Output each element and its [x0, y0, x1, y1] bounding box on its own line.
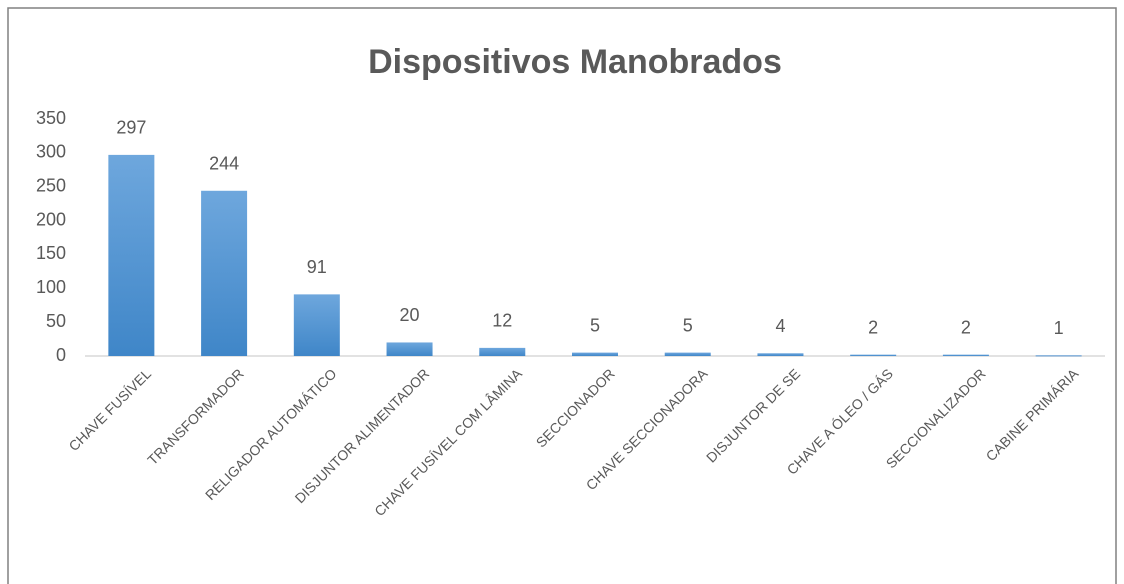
- data-label: 244: [209, 154, 239, 174]
- y-tick-label: 200: [36, 209, 66, 229]
- data-label: 5: [590, 315, 600, 335]
- bar: [1035, 355, 1082, 357]
- bar: [108, 154, 155, 356]
- data-label: 20: [400, 305, 420, 325]
- bar: [293, 294, 340, 356]
- data-label: 4: [775, 316, 785, 336]
- data-label: 12: [492, 311, 512, 331]
- y-tick-label: 50: [46, 311, 66, 331]
- bar: [942, 354, 989, 356]
- y-tick-label: 250: [36, 175, 66, 195]
- data-label: 2: [961, 317, 971, 337]
- bar: [850, 354, 897, 356]
- bar: [479, 347, 526, 356]
- bar: [572, 352, 618, 356]
- y-tick-label: 350: [36, 108, 66, 128]
- bar: [757, 353, 804, 356]
- y-tick-label: 100: [36, 277, 66, 297]
- chart-border: [7, 7, 1117, 584]
- bar: [386, 342, 433, 356]
- data-label: 2: [868, 317, 878, 337]
- y-tick-label: 150: [36, 243, 66, 263]
- y-tick-label: 0: [56, 345, 66, 365]
- y-tick-label: 300: [36, 142, 66, 162]
- bar: [664, 352, 711, 356]
- data-label: 5: [683, 315, 693, 335]
- data-label: 297: [116, 118, 146, 138]
- bar: [201, 190, 248, 356]
- chart-title: Dispositivos Manobrados: [368, 43, 782, 81]
- data-label: 1: [1054, 318, 1064, 338]
- data-label: 91: [307, 257, 327, 277]
